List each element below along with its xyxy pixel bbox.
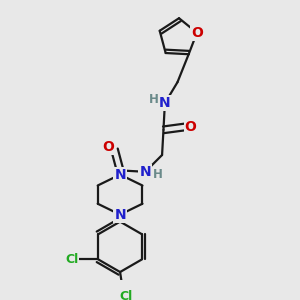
- Text: Cl: Cl: [65, 253, 78, 266]
- Text: Cl: Cl: [119, 290, 132, 300]
- Text: N: N: [159, 96, 171, 110]
- Text: N: N: [114, 168, 126, 182]
- Text: O: O: [102, 140, 114, 154]
- Text: H: H: [149, 93, 159, 106]
- Text: N: N: [114, 208, 126, 222]
- Text: H: H: [153, 168, 163, 181]
- Text: O: O: [191, 26, 203, 40]
- Text: O: O: [185, 120, 197, 134]
- Text: N: N: [140, 165, 151, 179]
